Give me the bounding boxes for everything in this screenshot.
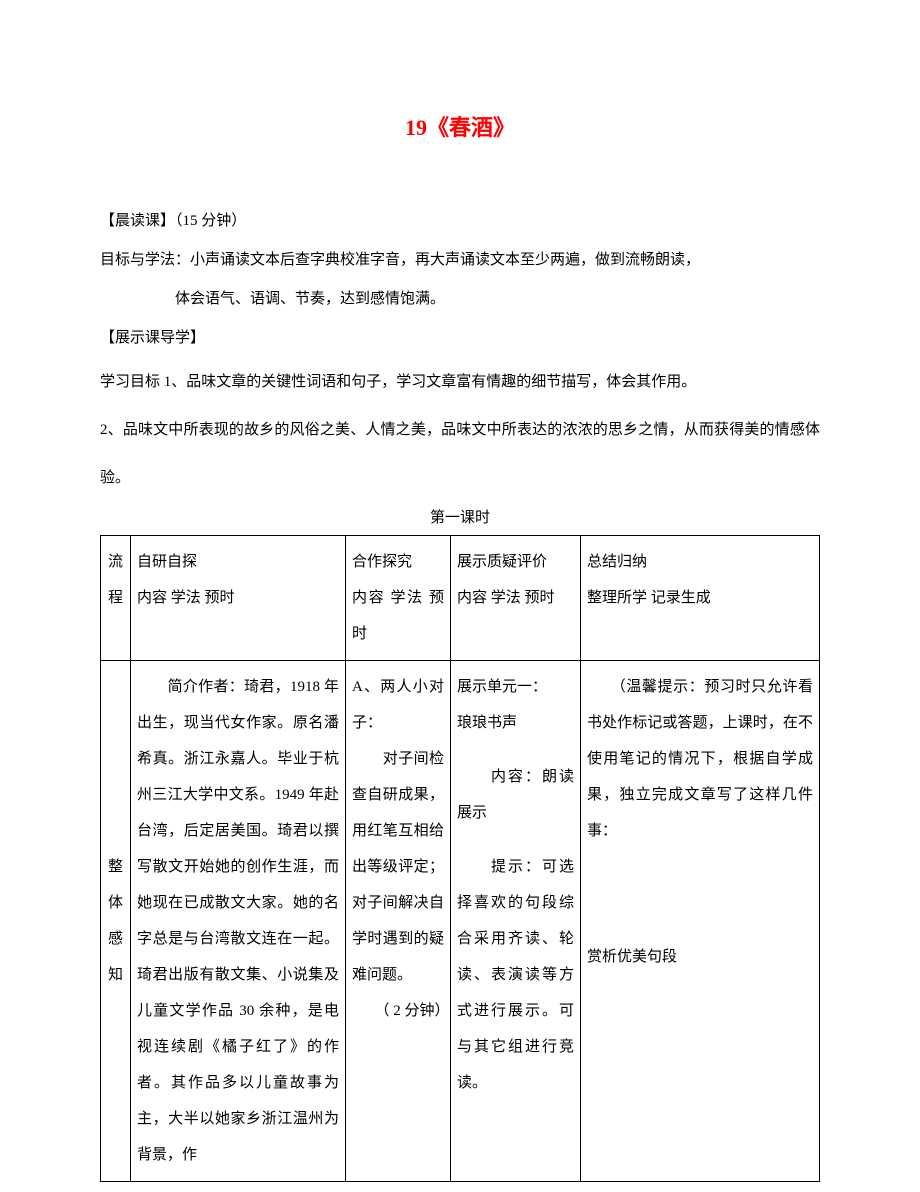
lesson-subtitle: 第一课时 — [100, 502, 820, 535]
morning-line2: 体会语气、语调、节奏，达到感情饱满。 — [100, 280, 820, 319]
d4a: （温馨提示：预习时只允许看书处作标记或答题，上课时，在不使用笔记的情况下，根据自… — [587, 669, 813, 849]
h2a: 合作探究 — [352, 544, 444, 580]
spacer2 — [457, 831, 574, 849]
header-流程: 流 程 — [101, 536, 131, 661]
header-合作探究: 合作探究 内容 学法 预时 — [346, 536, 451, 661]
row-label-整体感知: 整 体 感 知 — [101, 661, 131, 1182]
rc0c: 感 — [105, 921, 126, 957]
d3a: 展示单元一： — [457, 669, 574, 705]
rc0b: 体 — [105, 885, 126, 921]
goal-1: 学习目标 1、品味文章的关键性词语和句子，学习文章富有情趣的细节描写，体会其作用… — [100, 358, 820, 406]
h2b: 内容 学法 预时 — [352, 580, 444, 652]
h3b: 内容 学法 预时 — [457, 580, 574, 616]
morning-heading: 【晨读课】（15 分钟） — [100, 202, 820, 241]
lesson-table: 流 程 自研自探 内容 学法 预时 合作探究 内容 学法 预时 展示质疑评价 内… — [100, 535, 820, 1182]
header-自研自探: 自研自探 内容 学法 预时 — [131, 536, 346, 661]
display-heading: 【展示课导学】 — [100, 319, 820, 358]
table-header-row: 流 程 自研自探 内容 学法 预时 合作探究 内容 学法 预时 展示质疑评价 内… — [101, 536, 820, 661]
cell-author-intro: 简介作者：琦君，1918 年出生，现当代女作家。原名潘希真。浙江永嘉人。毕业于杭… — [131, 661, 346, 1182]
table-row: 整 体 感 知 简介作者：琦君，1918 年出生，现当代女作家。原名潘希真。浙江… — [101, 661, 820, 1182]
header-总结归纳: 总结归纳 整理所学 记录生成 — [581, 536, 820, 661]
morning-line1: 目标与学法：小声诵读文本后查字典校准字音，再大声诵读文本至少两遍，做到流畅朗读， — [100, 241, 820, 280]
h1b: 内容 学法 预时 — [137, 580, 339, 616]
spacer3 — [587, 849, 813, 939]
d3c: 内容：朗读展示 — [457, 759, 574, 831]
d3d: 提示：可选择喜欢的句段综合采用齐读、轮读、表演读等方式进行展示。可与其它组进行竞… — [457, 849, 574, 1101]
rc0d: 知 — [105, 957, 126, 993]
goal-2: 2、品味文中所表现的故乡的风俗之美、人情之美，品味文中所表达的浓浓的思乡之情，从… — [100, 406, 820, 502]
h3a: 展示质疑评价 — [457, 544, 574, 580]
h4a: 总结归纳 — [587, 544, 813, 580]
h4b: 整理所学 记录生成 — [587, 580, 813, 616]
cell-coop: A、两人小对子： 对子间检查自研成果，用红笔互相给出等级评定；对子间解决自学时遇… — [346, 661, 451, 1182]
d3b: 琅琅书声 — [457, 705, 574, 741]
lesson-title: 19《春酒》 — [100, 110, 820, 142]
header-展示质疑评价: 展示质疑评价 内容 学法 预时 — [451, 536, 581, 661]
rc0a: 整 — [105, 849, 126, 885]
h1a: 自研自探 — [137, 544, 339, 580]
d4b: 赏析优美句段 — [587, 939, 813, 975]
hc0b: 程 — [105, 580, 126, 616]
spacer — [457, 741, 574, 759]
hc0a: 流 — [105, 544, 126, 580]
cell-summary: （温馨提示：预习时只允许看书处作标记或答题，上课时，在不使用笔记的情况下，根据自… — [581, 661, 820, 1182]
cell-display: 展示单元一： 琅琅书声 内容：朗读展示 提示：可选择喜欢的句段综合采用齐读、轮读… — [451, 661, 581, 1182]
